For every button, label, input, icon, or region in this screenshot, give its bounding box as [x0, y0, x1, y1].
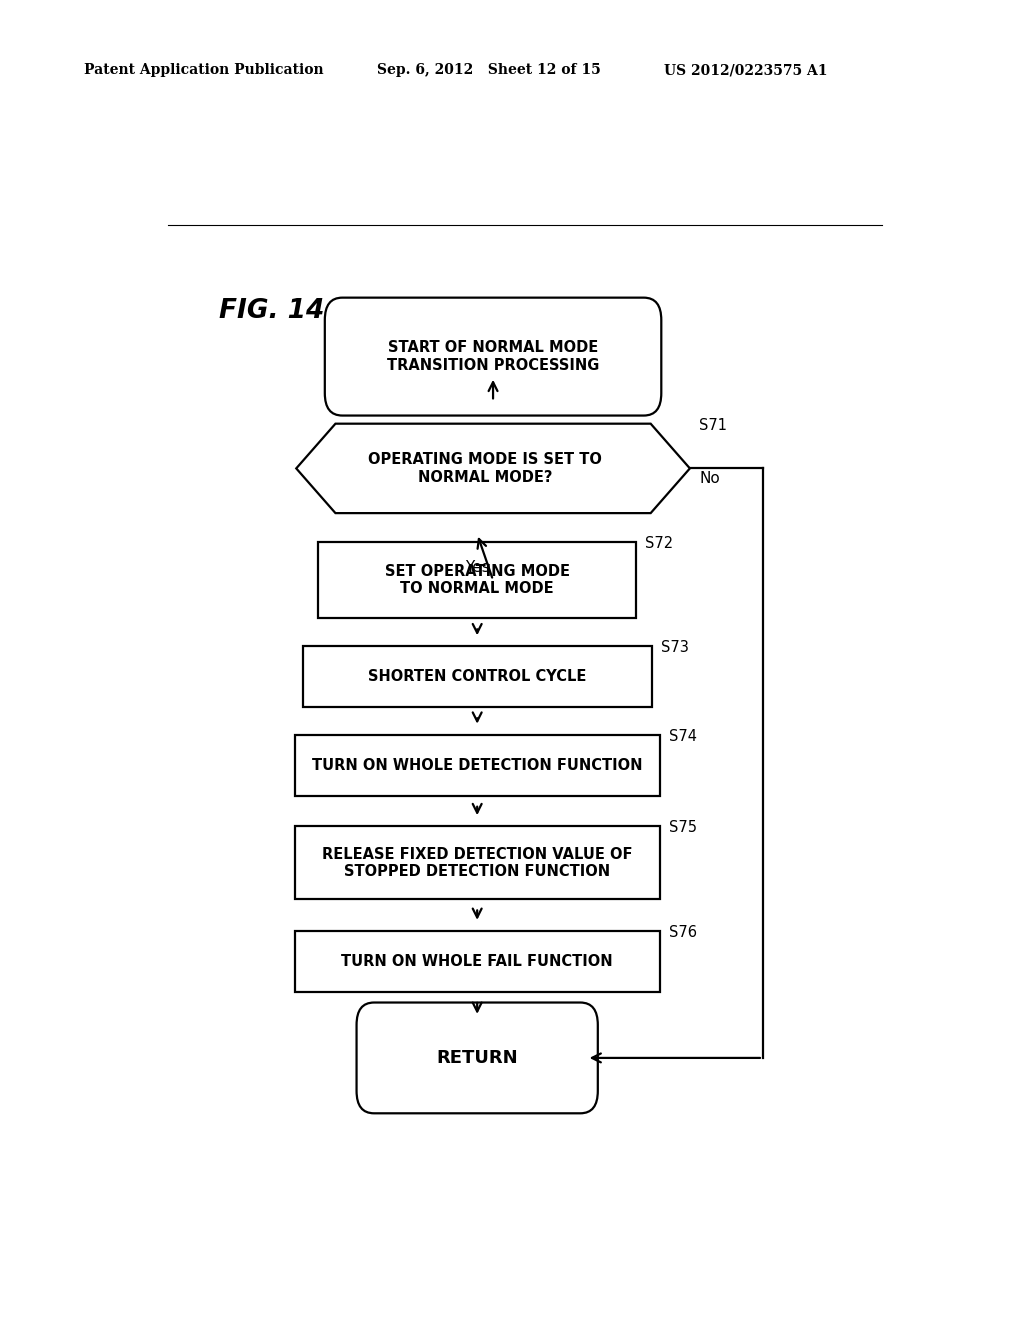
Text: FIG. 14: FIG. 14: [219, 297, 325, 323]
FancyBboxPatch shape: [325, 297, 662, 416]
Bar: [295, 735, 659, 796]
Text: S76: S76: [670, 925, 697, 940]
Text: TURN ON WHOLE FAIL FUNCTION: TURN ON WHOLE FAIL FUNCTION: [341, 954, 613, 969]
Bar: [303, 647, 652, 708]
Bar: [318, 543, 636, 618]
FancyBboxPatch shape: [356, 1002, 598, 1113]
Text: Yes: Yes: [465, 560, 489, 576]
Polygon shape: [296, 424, 690, 513]
Text: S72: S72: [645, 536, 674, 550]
Text: RELEASE FIXED DETECTION VALUE OF
STOPPED DETECTION FUNCTION: RELEASE FIXED DETECTION VALUE OF STOPPED…: [322, 846, 633, 879]
Text: SHORTEN CONTROL CYCLE: SHORTEN CONTROL CYCLE: [368, 669, 587, 684]
Text: US 2012/0223575 A1: US 2012/0223575 A1: [664, 63, 827, 78]
Text: START OF NORMAL MODE
TRANSITION PROCESSING: START OF NORMAL MODE TRANSITION PROCESSI…: [387, 341, 599, 372]
Bar: [295, 826, 659, 899]
Text: SET OPERATING MODE
TO NORMAL MODE: SET OPERATING MODE TO NORMAL MODE: [385, 564, 569, 597]
Text: S74: S74: [670, 729, 697, 743]
Text: S71: S71: [699, 417, 727, 433]
Text: Sep. 6, 2012   Sheet 12 of 15: Sep. 6, 2012 Sheet 12 of 15: [377, 63, 601, 78]
Text: Patent Application Publication: Patent Application Publication: [84, 63, 324, 78]
Text: S75: S75: [670, 820, 697, 836]
Text: OPERATING MODE IS SET TO
NORMAL MODE?: OPERATING MODE IS SET TO NORMAL MODE?: [369, 453, 602, 484]
Text: S73: S73: [662, 640, 689, 655]
Text: No: No: [699, 471, 720, 486]
Text: RETURN: RETURN: [436, 1049, 518, 1067]
Bar: [295, 931, 659, 991]
Text: TURN ON WHOLE DETECTION FUNCTION: TURN ON WHOLE DETECTION FUNCTION: [312, 758, 642, 772]
